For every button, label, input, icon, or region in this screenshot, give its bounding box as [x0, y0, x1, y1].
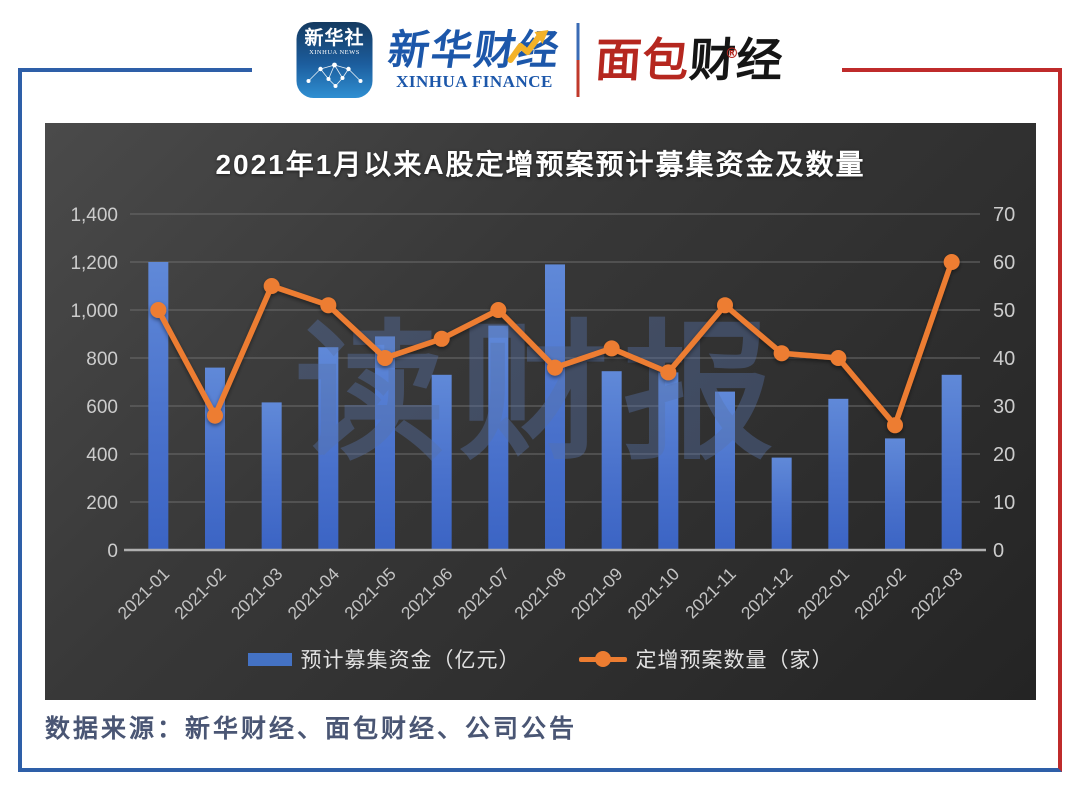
header-logos: 新华社 XINHUA NEWS 新华财经: [282, 8, 798, 112]
right-axis-tick: 60: [993, 252, 1015, 274]
data-point: [320, 297, 337, 314]
x-axis-label: 2021-08: [510, 564, 570, 624]
data-point: [377, 350, 393, 366]
x-axis-label: 2021-06: [397, 564, 457, 624]
xinhua-news-cn-label: 新华社: [304, 28, 365, 49]
xinhua-news-en-label: XINHUA NEWS: [309, 49, 360, 56]
chart-title: 2021年1月以来A股定增预案预计募集资金及数量: [215, 149, 866, 180]
data-point: [150, 302, 167, 318]
x-axis-label: 2021-05: [340, 564, 400, 624]
x-axis-label: 2021-04: [284, 564, 344, 624]
bar: [771, 457, 792, 550]
top-border-red-segment: [842, 68, 1062, 72]
top-border-blue-segment: [18, 68, 252, 72]
data-point: [490, 302, 507, 318]
legend-item-line: 定增预案数量（家）: [578, 644, 834, 674]
data-point: [433, 330, 450, 347]
left-axis-tick: 200: [86, 493, 118, 514]
xinhua-finance-logo: 新华财经 XINHUA FINANCE: [385, 26, 564, 92]
right-axis-tick: 30: [993, 396, 1015, 418]
header-divider: [576, 23, 580, 97]
x-axis-label: 2022-02: [850, 564, 910, 624]
x-axis-label: 2022-03: [907, 564, 967, 624]
line-series-swatch-icon: [578, 651, 627, 667]
data-point: [207, 407, 223, 424]
data-point: [773, 345, 790, 362]
bar-series-swatch-icon: [247, 652, 292, 666]
right-axis-tick: 20: [993, 444, 1015, 466]
bar: [488, 325, 509, 550]
left-axis-tick: 400: [86, 445, 118, 466]
legend-item-bar: 预计募集资金（亿元）: [247, 644, 521, 674]
bar: [941, 374, 962, 550]
finance-arrow-icon: [507, 30, 549, 63]
line-series: [150, 254, 960, 434]
bar: [658, 372, 679, 550]
line-series-label: 定增预案数量（家）: [635, 649, 834, 672]
bar-series-label: 预计募集资金（亿元）: [300, 649, 521, 672]
data-point: [830, 350, 847, 366]
bar: [601, 371, 622, 550]
right-axis-tick: 50: [993, 300, 1015, 322]
bar: [828, 398, 849, 550]
bar: [261, 402, 282, 550]
right-axis-tick: 40: [993, 348, 1015, 370]
bar: [375, 336, 395, 550]
bar: [148, 262, 169, 550]
registered-mark: ®: [724, 46, 740, 62]
x-axis-label: 2021-11: [681, 564, 740, 623]
data-source-note: 数据来源：新华财经、面包财经、公司公告: [45, 716, 578, 743]
left-axis-tick: 800: [86, 349, 118, 370]
data-point: [660, 364, 677, 381]
data-point: [547, 359, 563, 376]
watermark: 读财报: [295, 309, 787, 477]
left-axis-tick: 1,200: [70, 253, 118, 274]
data-point: [887, 417, 903, 434]
data-point: [603, 340, 620, 357]
x-axis-label: 2021-12: [737, 564, 797, 624]
x-axis-label: 2021-09: [567, 564, 627, 624]
left-axis-tick: 600: [86, 397, 118, 418]
bar: [885, 438, 905, 550]
xinhua-news-app-icon: 新华社 XINHUA NEWS: [296, 22, 373, 98]
poster-frame: [18, 68, 1062, 772]
x-axis-label: 2021-10: [624, 564, 684, 624]
left-axis-tick: 1,000: [70, 301, 118, 322]
right-axis-tick: 70: [993, 204, 1015, 226]
right-axis-tick: 0: [993, 540, 1004, 562]
bar: [318, 347, 339, 550]
x-axis-label: 2021-02: [170, 564, 230, 624]
bar: [431, 374, 452, 550]
x-axis-label: 2021-07: [454, 564, 514, 624]
data-point: [943, 254, 960, 270]
network-constellation-icon: [306, 62, 363, 88]
x-axis-label: 2021-03: [227, 564, 287, 624]
mianbao-red-label: 面包: [593, 33, 692, 87]
data-point: [717, 297, 733, 314]
x-axis-label: 2022-01: [794, 564, 854, 624]
bar: [545, 264, 565, 550]
chart-panel: 读财报 0 200 400 600 800 1,000 1,200 1,400 0 10 20 30 40…: [45, 123, 1036, 700]
xinhua-finance-en-label: XINHUA FINANCE: [396, 72, 553, 91]
chart-canvas: 读财报 0 200 400 600 800 1,000 1,200 1,400 0 10 20 30 40…: [70, 204, 1015, 624]
bar: [715, 391, 735, 550]
chart-legend: 预计募集资金（亿元） 定增预案数量（家）: [45, 644, 1036, 674]
data-point: [263, 278, 280, 294]
left-axis-tick: 1,400: [70, 205, 118, 226]
mianbao-finance-logo: 面包财经 ®: [593, 33, 786, 87]
left-axis-tick: 0: [107, 541, 118, 562]
right-axis-tick: 10: [993, 492, 1015, 514]
x-axis-label: 2021-01: [114, 564, 174, 624]
